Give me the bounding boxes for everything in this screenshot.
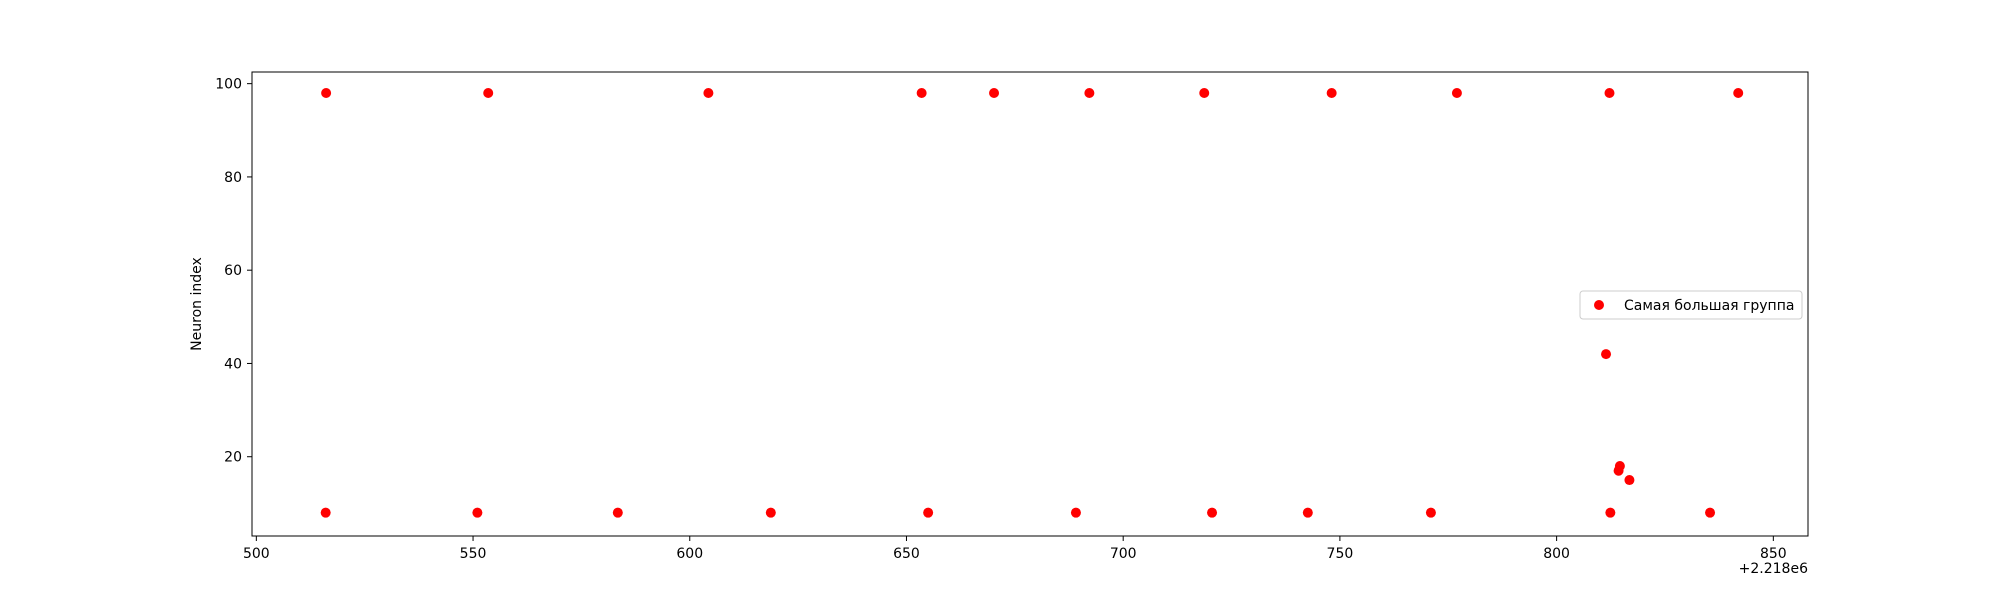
data-points: [320, 87, 1744, 518]
legend-label: Самая большая группа: [1624, 298, 1794, 314]
plot-area: [251, 71, 1809, 537]
data-point: [1605, 507, 1616, 518]
data-point: [1084, 87, 1095, 98]
x-tick-label: 550: [460, 546, 487, 562]
y-tick-label: 100: [215, 77, 242, 93]
data-point: [321, 87, 332, 98]
data-point: [1199, 87, 1210, 98]
legend-marker: [1594, 300, 1604, 310]
x-tick-label: 750: [1327, 546, 1354, 562]
data-point: [703, 87, 714, 98]
data-point: [1601, 349, 1612, 360]
data-point: [1207, 507, 1218, 518]
x-tick-label: 500: [243, 546, 270, 562]
data-point: [916, 87, 927, 98]
y-axis-label: Neuron index: [189, 257, 205, 351]
data-point: [1302, 507, 1313, 518]
data-point: [989, 87, 1000, 98]
data-point: [472, 507, 483, 518]
legend: Самая большая группа: [1579, 290, 1803, 320]
data-point: [1705, 507, 1716, 518]
data-point: [1070, 507, 1081, 518]
x-axis-offset-label: +2.218e6: [1739, 561, 1808, 577]
data-point: [1604, 87, 1615, 98]
data-point: [765, 507, 776, 518]
data-point: [1425, 507, 1436, 518]
y-tick-label: 80: [224, 170, 242, 186]
x-tick-label: 700: [1110, 546, 1137, 562]
data-point: [923, 507, 934, 518]
x-tick-label: 850: [1760, 546, 1787, 562]
data-point: [320, 507, 331, 518]
x-tick-label: 600: [676, 546, 703, 562]
y-tick-label: 60: [224, 263, 242, 279]
data-point: [1451, 87, 1462, 98]
y-axis: 20 40 60 80 100: [215, 77, 252, 466]
data-point: [612, 507, 623, 518]
y-tick-label: 40: [224, 356, 242, 372]
x-axis: 500 550 600 650 700 750 800 850: [243, 536, 1787, 562]
data-point: [1624, 475, 1635, 486]
x-tick-label: 800: [1543, 546, 1570, 562]
y-tick-label: 20: [224, 450, 242, 466]
legend-frame: [1579, 290, 1803, 320]
data-point: [483, 87, 494, 98]
data-point: [1733, 87, 1744, 98]
data-point: [1326, 87, 1337, 98]
data-point: [1614, 461, 1625, 472]
x-tick-label: 650: [893, 546, 920, 562]
